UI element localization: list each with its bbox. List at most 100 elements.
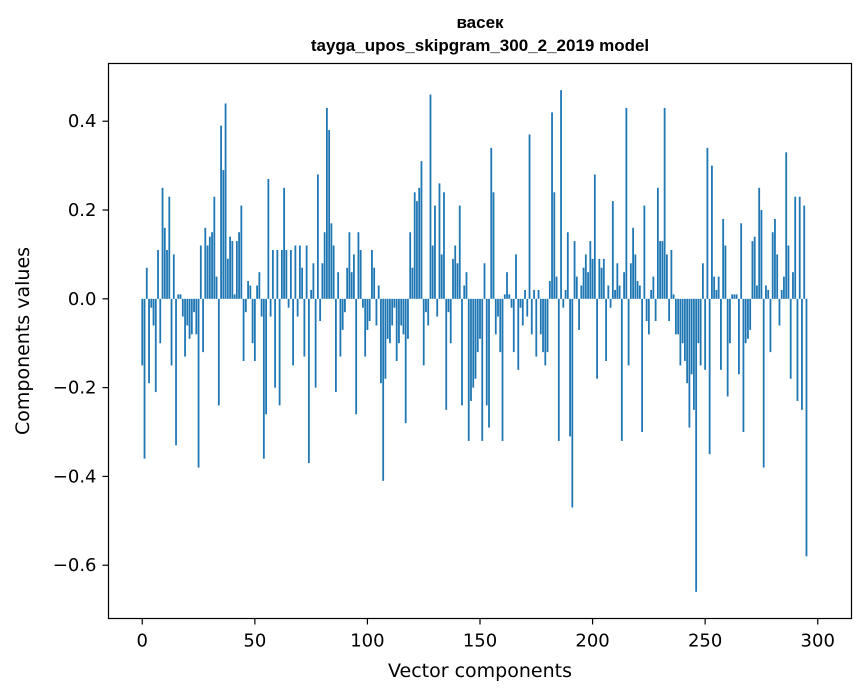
bar-106 [380,298,382,384]
bar-43 [238,232,240,299]
bar-128 [429,94,432,299]
bar-179 [544,298,547,366]
bar-213 [620,298,623,441]
bar-55 [265,298,268,415]
bar-58 [271,249,274,299]
bar-229 [656,187,659,299]
bar-209 [611,201,614,299]
bar-245 [692,298,695,410]
bar-248 [699,298,702,366]
bar-85 [332,245,335,299]
bars-group [141,90,808,592]
bar-254 [713,276,716,299]
bar-212 [618,285,621,299]
bar-57 [269,298,272,317]
bar-28 [204,227,207,299]
bar-9 [161,187,164,299]
x-tick-label: 50 [243,631,266,652]
bar-149 [476,298,479,353]
bar-282 [776,254,779,299]
bar-118 [407,298,409,339]
bar-165 [512,298,515,353]
bar-121 [413,192,416,299]
bar-39 [229,236,231,299]
bar-144 [465,272,468,299]
bar-266 [740,223,743,299]
bar-251 [706,147,709,299]
bar-214 [623,272,625,299]
bar-167 [517,298,520,370]
bar-40 [231,241,234,299]
y-tick-label: 0.2 [68,200,97,221]
bar-150 [479,298,481,339]
bar-67 [292,298,295,366]
bar-170 [524,289,526,299]
x-tick-label: 0 [137,631,148,652]
y-tick-label: −0.6 [53,555,97,576]
bar-205 [602,258,605,299]
bar-70 [298,245,301,299]
bar-133 [440,254,443,299]
bar-11 [166,249,168,299]
bar-197 [584,254,587,299]
bar-161 [503,294,506,299]
bar-53 [260,298,263,317]
bar-8 [159,298,162,344]
bar-62 [280,249,283,299]
x-tick-label: 300 [801,631,835,652]
bar-189 [566,232,569,299]
bar-10 [163,227,166,299]
bar-285 [783,276,785,299]
bar-200 [591,258,594,299]
bar-241 [683,298,686,361]
bar-146 [470,298,472,401]
bar-132 [438,183,441,299]
bar-153 [485,298,488,406]
bar-235 [670,249,673,299]
bar-5 [152,298,155,326]
bar-187 [562,298,565,308]
bar-98 [362,298,364,308]
bar-68 [294,245,297,299]
bar-69 [296,298,299,317]
bar-203 [598,258,601,299]
bar-59 [274,298,277,388]
bar-169 [521,298,524,326]
bar-198 [587,272,589,299]
bar-125 [422,298,425,366]
bar-284 [780,289,783,299]
bar-137 [449,298,452,344]
bar-243 [688,298,691,428]
bar-222 [641,298,644,433]
y-tick-label: 0.0 [68,289,97,310]
bar-110 [389,298,391,344]
bar-240 [681,298,684,344]
bar-219 [634,254,637,299]
bar-78 [316,174,319,299]
bar-29 [206,245,209,299]
bar-87 [337,272,340,299]
bar-277 [765,285,767,299]
bar-295 [805,298,808,557]
bar-175 [535,298,538,357]
bar-192 [573,241,576,299]
bar-95 [355,298,358,415]
bar-191 [571,298,574,508]
bar-86 [335,298,337,393]
bar-283 [778,298,781,326]
y-tick-label: −0.4 [53,466,97,487]
bar-76 [312,263,315,299]
bar-249 [702,263,704,299]
bar-263 [733,294,736,299]
bar-105 [377,285,380,299]
bar-124 [420,161,423,299]
bar-163 [508,294,511,299]
bar-262 [731,294,734,299]
bar-25 [197,298,200,468]
bar-267 [742,298,745,433]
bar-181 [548,281,551,299]
bar-148 [474,298,477,379]
bar-52 [258,272,261,299]
bar-237 [674,298,677,335]
bar-155 [490,147,493,299]
